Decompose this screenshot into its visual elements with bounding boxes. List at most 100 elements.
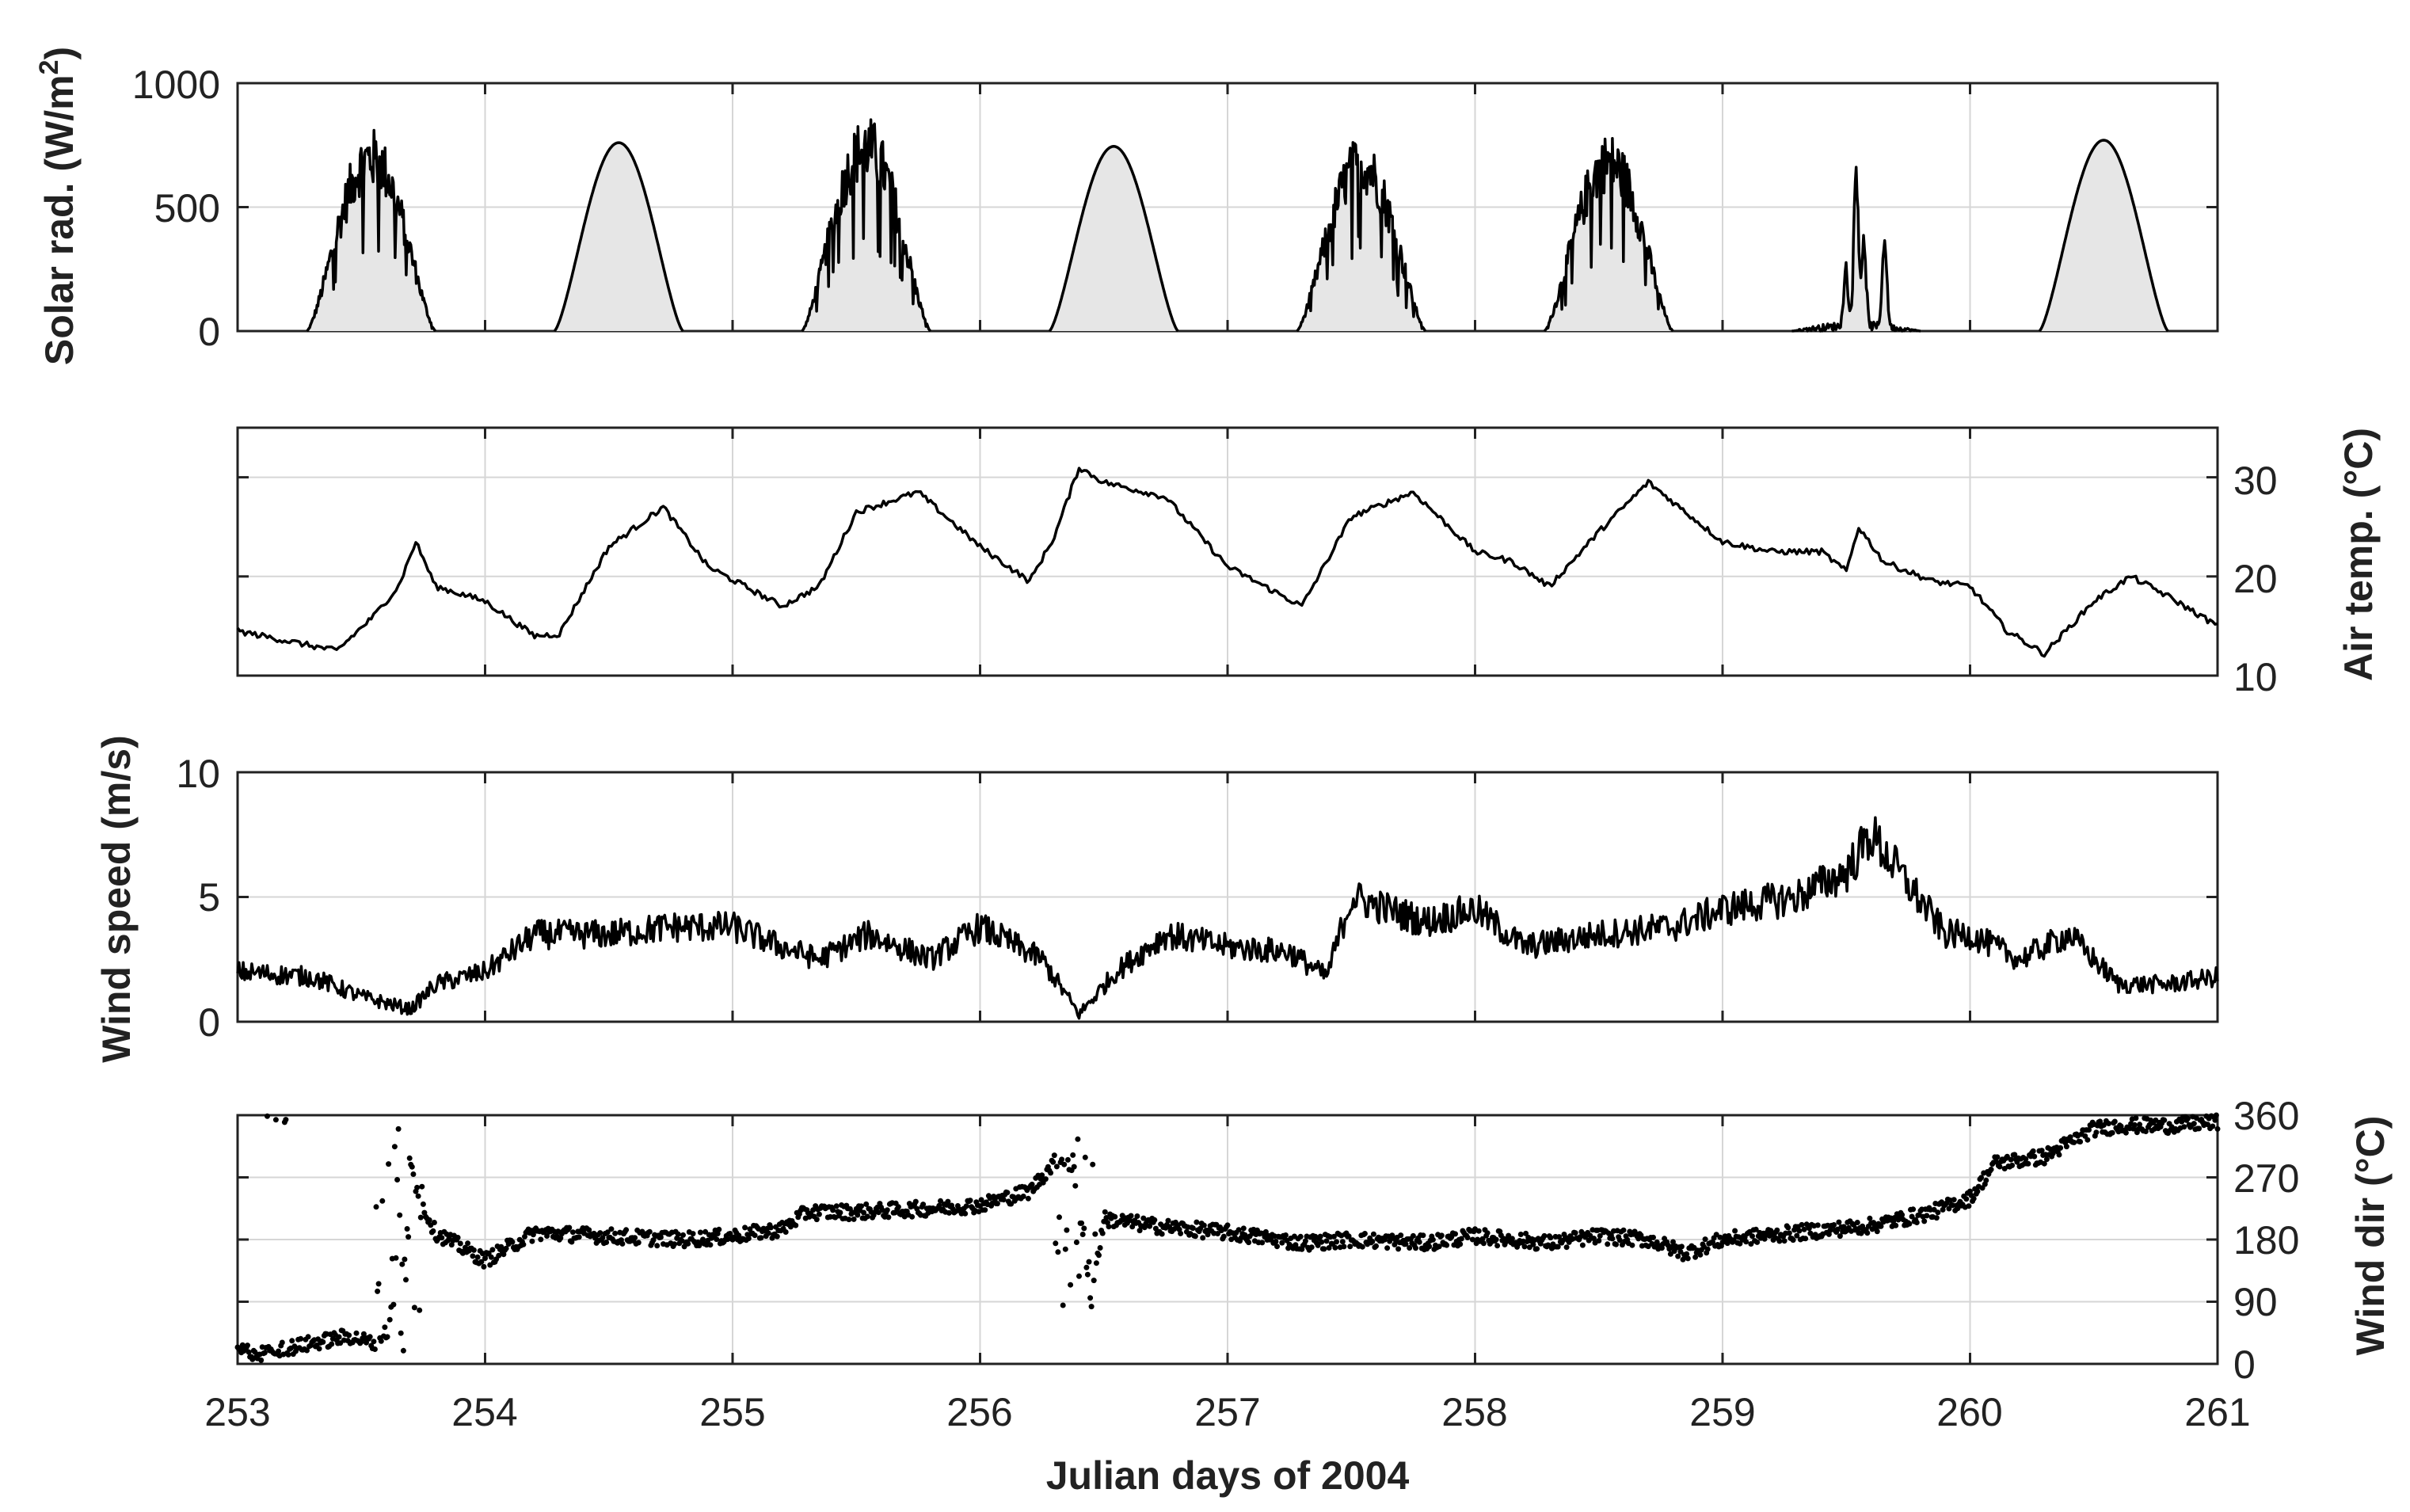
wind-direction-point — [1315, 1242, 1321, 1248]
x-tick-label: 261 — [2184, 1390, 2250, 1434]
wind-direction-point — [1796, 1228, 1803, 1234]
wind-direction-point — [1086, 1259, 1092, 1265]
wind-direction-point — [1724, 1240, 1730, 1247]
wind-direction-point — [646, 1228, 653, 1235]
wind-direction-point — [700, 1236, 706, 1243]
wind-direction-point — [305, 1334, 311, 1340]
wind-direction-point — [702, 1228, 709, 1235]
wind-direction-point — [1484, 1230, 1491, 1236]
wind-direction-point — [496, 1252, 502, 1259]
wind-direction-point — [1039, 1172, 1045, 1179]
wind-direction-point — [465, 1240, 471, 1247]
wind-direction-point — [1827, 1227, 1833, 1233]
wind-direction-point — [864, 1213, 870, 1220]
wind-direction-point — [851, 1216, 857, 1222]
wind-direction-point — [384, 1334, 390, 1340]
wind-direction-point — [289, 1338, 295, 1344]
wind-direction-point — [2063, 1144, 2069, 1150]
wind-direction-point — [600, 1235, 606, 1241]
wind-direction-point — [1274, 1243, 1280, 1250]
wind-direction-point — [884, 1207, 890, 1213]
wind-direction-point — [1064, 1227, 1070, 1233]
wind-direction-point — [336, 1334, 342, 1340]
wind-direction-point — [1224, 1222, 1231, 1228]
wind-direction-point — [1060, 1302, 1066, 1308]
wind-direction-point — [1420, 1232, 1426, 1239]
wind-direction-point — [619, 1240, 626, 1247]
wind-direction-point — [391, 1144, 398, 1150]
wind-direction-point — [1548, 1235, 1554, 1241]
wind-direction-point — [1326, 1245, 1332, 1251]
wind-direction-point — [650, 1237, 657, 1243]
wind-direction-point — [1201, 1222, 1207, 1228]
wind-direction-point — [1106, 1224, 1112, 1230]
wind-direction-point — [675, 1231, 681, 1237]
wind-direction-point — [1097, 1245, 1103, 1251]
wind-direction-point — [2025, 1160, 2031, 1167]
wind-direction-point — [2133, 1115, 2139, 1122]
wind-direction-point — [742, 1224, 748, 1231]
wind-direction-point — [1068, 1282, 1074, 1288]
wind-direction-point — [1079, 1220, 1085, 1226]
wind-direction-point — [1974, 1188, 1981, 1194]
wind-direction-point — [1347, 1243, 1353, 1250]
solar-day-trace — [553, 141, 684, 333]
wind-direction-point — [346, 1332, 352, 1339]
wind-direction-point — [1050, 1159, 1057, 1165]
wind-direction-point — [378, 1338, 384, 1344]
wind-direction-point — [994, 1201, 1000, 1207]
wind-direction-point — [1190, 1225, 1196, 1232]
wind-direction-point — [1521, 1243, 1528, 1250]
wind-direction-point — [1359, 1243, 1365, 1250]
wind-direction-point — [1090, 1161, 1096, 1167]
wind-direction-point — [1159, 1231, 1165, 1237]
wind-direction-point — [393, 1255, 399, 1261]
solar-day-trace — [1048, 145, 1179, 333]
wind-direction-point — [1073, 1240, 1079, 1245]
wind-direction-point — [885, 1214, 892, 1221]
wind-direction-point — [604, 1229, 611, 1236]
wind-direction-point — [1319, 1239, 1325, 1245]
wind-direction-point — [1426, 1243, 1433, 1250]
wind-direction-point — [2118, 1123, 2124, 1129]
wind-direction-point — [246, 1349, 252, 1355]
wind-direction-point — [470, 1253, 476, 1259]
wind-direction-point — [2185, 1115, 2191, 1122]
wind-direction-point — [489, 1247, 496, 1253]
wind-direction-point — [810, 1207, 817, 1213]
wind-speed-series-line — [236, 816, 2219, 1020]
wind-direction-point — [558, 1235, 564, 1241]
solar-day-fill — [2039, 140, 2168, 331]
wind-direction-point — [2030, 1148, 2036, 1154]
wind-direction-panel — [234, 1112, 2221, 1365]
wind-direction-point — [2210, 1123, 2216, 1129]
wind-direction-point — [1541, 1232, 1548, 1239]
solar-day-trace — [306, 128, 437, 333]
wind-direction-point — [1398, 1232, 1404, 1239]
wind-direction-point — [503, 1245, 509, 1251]
wind-y-axis-label: Wind speed (m/s) — [94, 735, 139, 1062]
wind-direction-point — [474, 1254, 481, 1260]
wind-direction-point — [1416, 1239, 1422, 1245]
wind-direction-point — [1099, 1230, 1106, 1236]
solar-day-fill — [306, 130, 436, 331]
wind-direction-point — [1403, 1241, 1409, 1247]
wind-direction-point — [426, 1217, 432, 1223]
wind-direction-point — [2137, 1122, 2143, 1128]
wind-direction-point — [1494, 1243, 1501, 1249]
wind-direction-point — [1302, 1238, 1308, 1244]
wind-direction-point — [1152, 1225, 1159, 1232]
wind-direction-point — [1966, 1203, 1972, 1209]
wind-direction-point — [400, 1347, 406, 1354]
wind-direction-point — [538, 1236, 544, 1243]
wind-direction-point — [1774, 1227, 1780, 1233]
y-tick-label: 0 — [198, 1000, 220, 1045]
wind-direction-point — [1951, 1197, 1957, 1203]
wind-direction-point — [1091, 1278, 1097, 1284]
wind-direction-point — [1475, 1228, 1482, 1234]
wind-direction-point — [1053, 1164, 1060, 1170]
wind-direction-point — [430, 1228, 436, 1234]
wind-direction-point — [1087, 1295, 1094, 1301]
wind-direction-point — [566, 1224, 573, 1231]
wind-direction-point — [816, 1211, 822, 1217]
